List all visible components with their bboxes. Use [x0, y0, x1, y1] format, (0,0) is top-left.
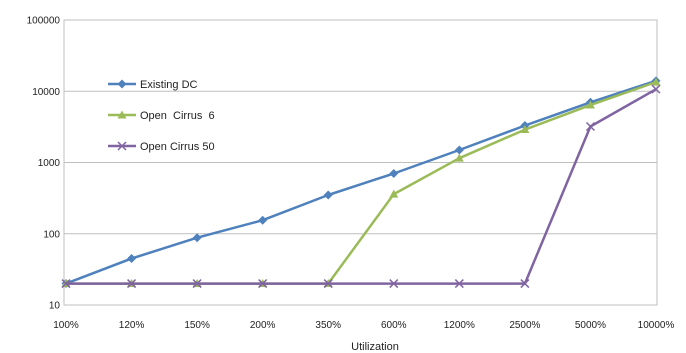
- x-tick-label: 600%: [381, 320, 407, 331]
- data-point: [127, 253, 137, 263]
- x-axis-title: Utilization: [351, 341, 399, 353]
- x-tick-label: 10000%: [638, 320, 675, 331]
- series-1: [61, 76, 661, 289]
- x-tick-label: 2500%: [509, 320, 540, 331]
- series-line: [66, 88, 657, 285]
- y-tick-label: 100000: [27, 16, 61, 27]
- series-3: [61, 84, 661, 289]
- x-tick-label: 120%: [119, 320, 145, 331]
- data-point: [454, 153, 464, 162]
- legend-entry: Open Cirrus 6: [108, 110, 215, 122]
- grid-layer: [64, 19, 657, 306]
- x-tick-label: 350%: [315, 320, 341, 331]
- data-point: [651, 84, 661, 94]
- plot-area-frame: [63, 19, 658, 306]
- data-point: [127, 279, 137, 289]
- legend-swatch-marker: [117, 110, 127, 119]
- legend-swatch-marker: [117, 79, 127, 89]
- data-point: [454, 145, 464, 155]
- data-point: [585, 100, 595, 109]
- data-point: [192, 279, 202, 289]
- data-point: [520, 279, 530, 289]
- data-point: [192, 233, 202, 243]
- series-line: [65, 79, 657, 285]
- x-tick-label: 200%: [250, 320, 276, 331]
- y-tick-label: 10000: [32, 87, 60, 98]
- legend-label: Open Cirrus 50: [140, 141, 215, 153]
- legend-swatch-marker: [117, 141, 127, 151]
- axes-layer: 10 100 1000 10000 100000 100% 120% 150% 200% 350%…: [27, 16, 675, 332]
- legend-label: Existing DC: [140, 79, 198, 91]
- x-tick-label: 5000%: [575, 320, 606, 331]
- data-point: [389, 279, 399, 289]
- x-tick-label: 100%: [53, 320, 79, 331]
- data-point: [323, 279, 333, 289]
- y-tick-label: 10: [49, 301, 61, 312]
- data-point: [258, 279, 268, 289]
- data-point: [323, 190, 333, 200]
- legend-entry: Existing DC: [108, 79, 198, 91]
- data-point: [585, 121, 595, 132]
- data-point: [389, 189, 399, 198]
- y-tick-label: 1000: [38, 158, 61, 169]
- legend-entry: Open Cirrus 50: [108, 141, 215, 153]
- x-tick-label: 150%: [184, 320, 210, 331]
- data-point: [61, 279, 71, 289]
- data-point: [651, 77, 661, 86]
- data-point: [389, 169, 399, 179]
- data-point: [258, 215, 268, 225]
- data-point: [520, 125, 530, 134]
- x-tick-label: 1200%: [444, 320, 475, 331]
- legend-layer: Existing DC Open Cirrus 6 Open Cirrus 50: [108, 79, 215, 153]
- data-point: [454, 279, 464, 289]
- legend-label: Open Cirrus 6: [140, 110, 215, 122]
- series-layer: [61, 76, 661, 289]
- y-tick-label: 100: [43, 229, 60, 240]
